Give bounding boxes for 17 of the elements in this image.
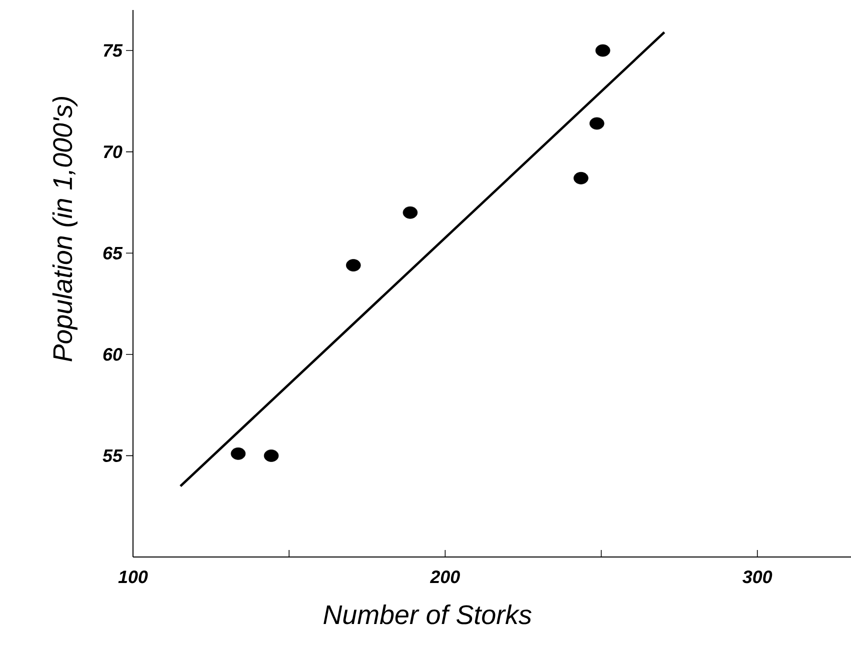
point (264, 450, 279, 462)
y-tick-label: 70 (104, 145, 122, 158)
x-tick-label: 200 (430, 570, 460, 584)
point (574, 172, 588, 184)
point (589, 117, 604, 130)
point (595, 44, 610, 57)
y-tick-label: 60 (103, 348, 122, 361)
point (230, 447, 246, 460)
y-tick-label: 55 (102, 449, 123, 462)
y-tick-label: 75 (104, 44, 123, 57)
x-tick-label: 300 (742, 570, 772, 584)
y-axis-title: Population (in 1,000's) (52, 97, 78, 362)
y-tick-label: 65 (103, 246, 123, 260)
point (346, 259, 361, 272)
x-tick-label: 100 (118, 570, 148, 584)
x-axis-title: Number of Storks (324, 604, 532, 624)
point (402, 206, 418, 219)
